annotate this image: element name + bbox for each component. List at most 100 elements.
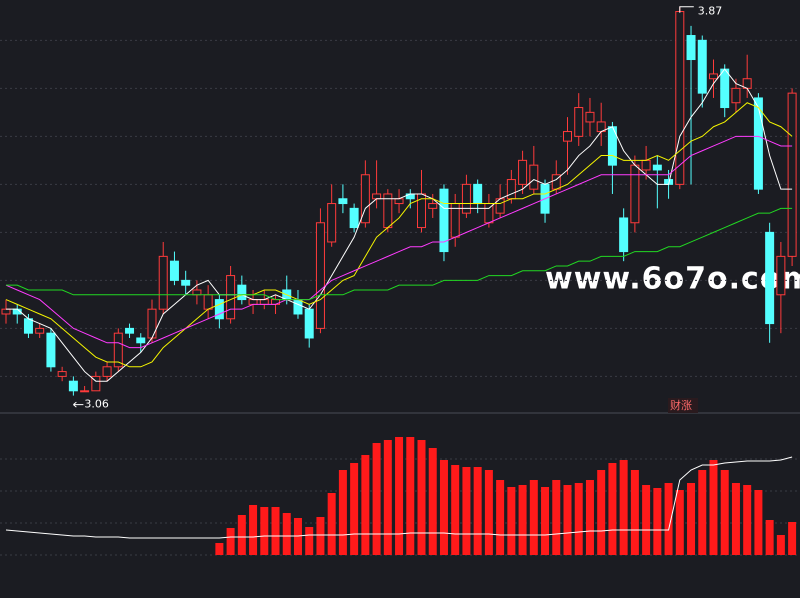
low-label: 3.06 [84, 398, 109, 411]
candle-body [776, 255, 786, 296]
bar [541, 487, 550, 555]
candle-body [652, 164, 662, 171]
candle-body [506, 179, 516, 200]
bar [383, 440, 392, 555]
low-marker [73, 401, 84, 408]
candle-body [315, 222, 325, 329]
bar [428, 448, 437, 555]
bar [731, 483, 740, 555]
moving-average-line [6, 207, 793, 301]
bar [788, 522, 797, 555]
bar [529, 480, 538, 555]
bar [720, 470, 729, 555]
candle-body [461, 183, 471, 214]
bar [473, 467, 482, 555]
candle-body [641, 159, 651, 171]
candle-body [169, 260, 179, 281]
bar [653, 488, 662, 555]
bar [518, 485, 527, 555]
candle-body [720, 68, 730, 109]
candle-body [731, 87, 741, 104]
candle-body [68, 380, 78, 392]
bar [574, 483, 583, 555]
bar [395, 437, 404, 555]
bar [316, 517, 325, 555]
candle-body [787, 92, 797, 257]
bar [361, 455, 370, 555]
bar [462, 467, 471, 555]
candle-body [125, 327, 135, 334]
candle-body [473, 183, 483, 205]
candle-body [259, 299, 269, 305]
bar [743, 485, 752, 555]
candle-body [428, 203, 438, 209]
bar [687, 483, 696, 555]
candle-body [214, 299, 224, 320]
candle-body [630, 164, 640, 224]
candle-body [136, 337, 146, 344]
candle-body [304, 308, 314, 339]
bar [776, 535, 785, 555]
bar [439, 460, 448, 555]
bar [597, 470, 606, 555]
candle-body [574, 107, 584, 137]
bar [260, 507, 269, 555]
bar [372, 443, 381, 555]
candle-body [203, 294, 213, 310]
bar [675, 490, 684, 555]
candle-body [113, 332, 123, 368]
bar [249, 505, 258, 555]
candle-body [91, 375, 101, 392]
bar [237, 515, 246, 555]
bar [417, 440, 426, 555]
candle-body [439, 188, 449, 253]
bar [350, 463, 359, 555]
candle-body [619, 217, 629, 253]
bar [226, 528, 235, 555]
moving-average-line [5, 135, 793, 349]
indicator-line [5, 456, 793, 539]
candle-body [293, 299, 303, 315]
candle-body [57, 371, 67, 377]
moving-average-line [6, 68, 793, 382]
bar [271, 507, 280, 555]
candle-body [1, 308, 11, 315]
bar [765, 520, 774, 555]
candle-body [753, 97, 763, 190]
candle-body [181, 279, 191, 286]
watermark: www.6o7o.com [545, 262, 800, 297]
tag-box [668, 398, 698, 413]
candle-body [394, 198, 404, 205]
bar [496, 480, 505, 555]
candle-body [35, 327, 45, 334]
candle-body [675, 11, 685, 185]
bar [451, 465, 460, 555]
bar [338, 470, 347, 555]
bar [563, 485, 572, 555]
bar [754, 490, 763, 555]
bar [215, 543, 224, 555]
candle-body [563, 131, 572, 142]
candle-body [46, 332, 56, 368]
candle-body [327, 203, 337, 243]
bar [585, 480, 594, 555]
candle-body [360, 174, 370, 224]
candle-body [686, 35, 696, 61]
bar [305, 527, 314, 555]
candle-body [372, 193, 382, 200]
bar [406, 437, 415, 555]
candle-body [349, 207, 359, 229]
moving-average-line [5, 102, 793, 368]
candle-body [518, 159, 528, 185]
bar [709, 460, 718, 555]
candle-body [192, 289, 202, 296]
bar [664, 483, 673, 555]
bar [698, 470, 707, 555]
bar [642, 485, 651, 555]
bar [619, 460, 628, 555]
candle-body [23, 318, 33, 334]
candle-body [697, 39, 707, 94]
candle-body [226, 275, 236, 320]
candle-body [338, 198, 348, 205]
